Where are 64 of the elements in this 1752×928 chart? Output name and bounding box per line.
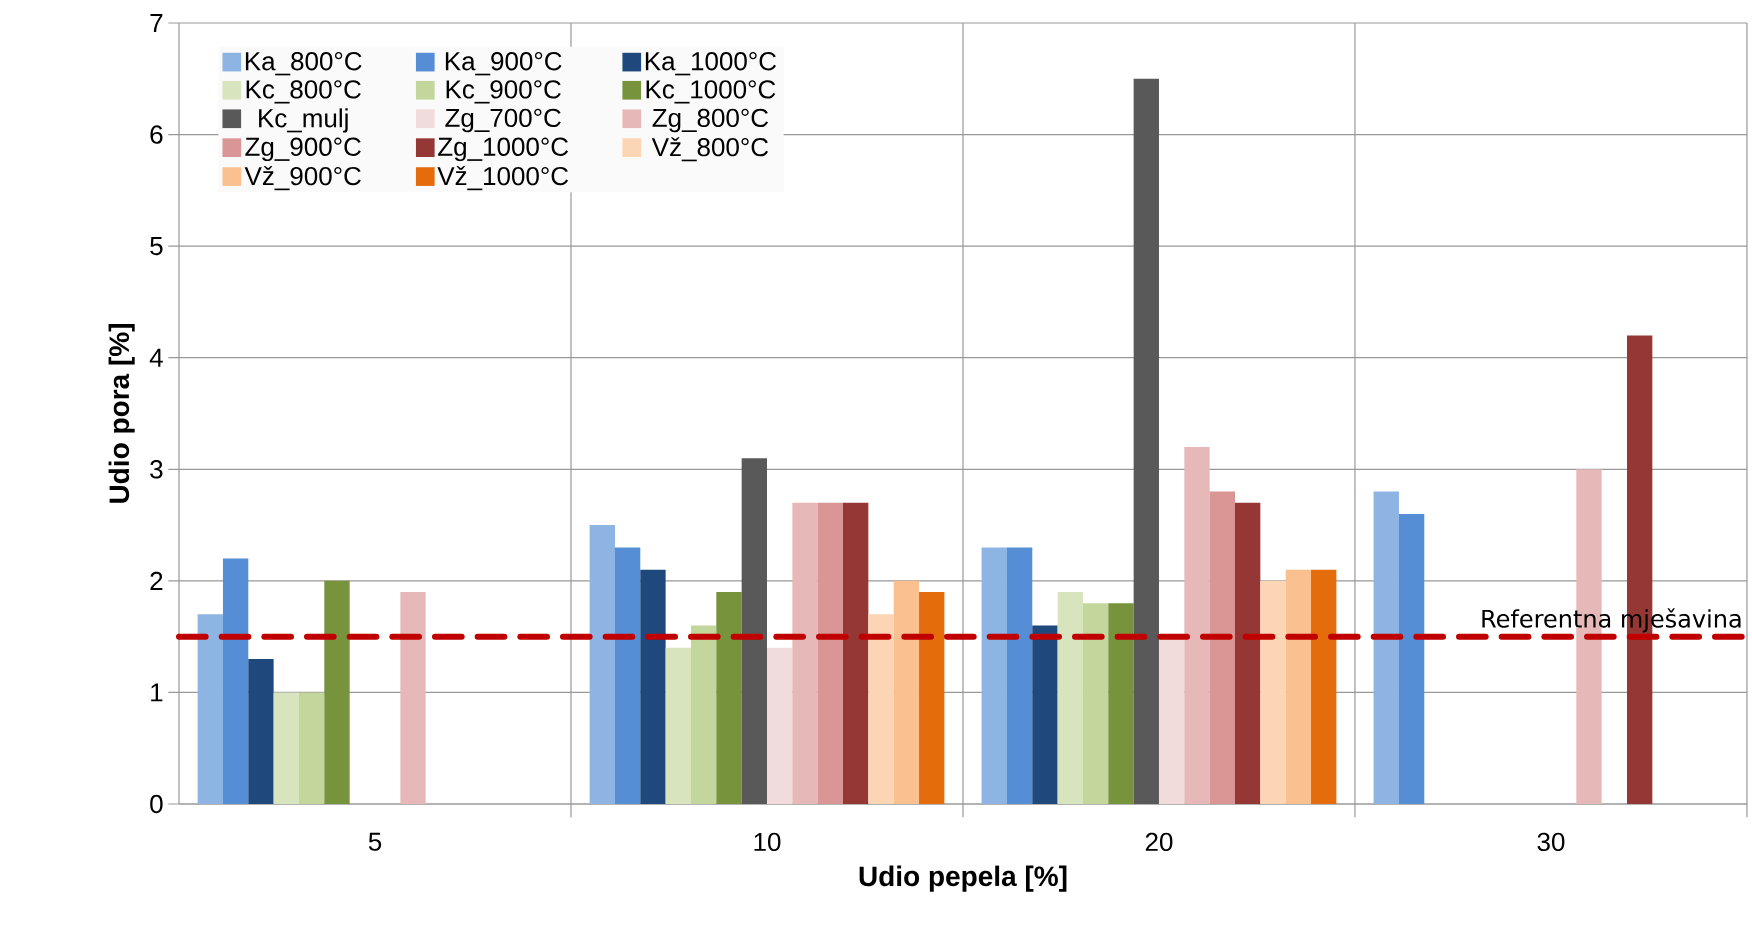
- bar: [248, 658, 274, 804]
- bar: [1209, 491, 1235, 804]
- legend-label: Vž_800°C: [651, 137, 769, 162]
- y-tick-label: 3: [150, 460, 163, 479]
- y-tick-label: 2: [150, 571, 163, 590]
- bar: [690, 625, 717, 804]
- bar: [817, 502, 844, 804]
- bar: [981, 547, 1007, 804]
- bar: [893, 580, 920, 804]
- x-tick-label: 30: [1537, 832, 1565, 852]
- bar: [273, 692, 299, 804]
- legend-label: Kc_1000°C: [646, 80, 776, 104]
- x-axis-title: Udio pepela [%]: [859, 865, 1067, 892]
- bar: [919, 592, 945, 804]
- bar: [1133, 78, 1159, 804]
- legend-label: Ka_1000°C: [645, 52, 777, 76]
- bar: [665, 647, 691, 804]
- legend-label: Kc_900°C: [446, 80, 561, 104]
- y-axis-title: Udio pora [%]: [108, 324, 135, 503]
- bar: [1285, 569, 1312, 804]
- bar: [868, 614, 894, 804]
- bar: [1373, 491, 1399, 804]
- bar: [843, 502, 869, 804]
- legend-label: Vž_1000°C: [437, 166, 569, 191]
- legend-label: Kc_mulj: [259, 108, 348, 133]
- bar: [589, 525, 615, 804]
- bar: [222, 558, 249, 804]
- bar: [324, 580, 350, 804]
- legend-label: Zg_1000°C: [438, 137, 569, 162]
- bar: [197, 614, 223, 804]
- y-tick-label: 5: [150, 237, 163, 256]
- bar: [1108, 603, 1134, 804]
- legend-label: Zg_900°C: [245, 137, 361, 162]
- bar: [1082, 603, 1109, 804]
- bar: [1311, 569, 1337, 804]
- y-tick-label: 4: [149, 348, 163, 367]
- y-tick-label: 1: [151, 683, 163, 702]
- legend-label: Vž_900°C: [244, 166, 361, 191]
- bar: [640, 569, 666, 804]
- bar: [1235, 502, 1261, 804]
- x-tick-label: 5: [368, 832, 382, 851]
- bar: [741, 458, 767, 804]
- bar: [792, 502, 818, 804]
- y-tick-label: 6: [150, 125, 163, 144]
- legend-label: Ka_900°C: [445, 52, 562, 76]
- bar: [1184, 446, 1210, 804]
- y-tick-label: 0: [150, 794, 163, 814]
- y-tick-label: 7: [150, 14, 163, 32]
- bar: [716, 592, 742, 804]
- bar: [1260, 580, 1286, 804]
- legend-label: Kc_800°C: [246, 80, 361, 104]
- legend-label: Zg_700°C: [445, 108, 561, 133]
- bar: [1032, 625, 1058, 804]
- bar: [1398, 513, 1425, 804]
- bar: [766, 647, 793, 804]
- bar: [400, 592, 426, 804]
- x-tick-label: 20: [1145, 832, 1173, 852]
- legend-label: Zg_800°C: [652, 108, 769, 133]
- bar: [298, 692, 325, 804]
- legend-label: Ka_800°C: [245, 52, 362, 76]
- bar: [1006, 547, 1033, 804]
- bar: [1057, 592, 1083, 804]
- bar: [614, 547, 641, 804]
- x-tick-label: 10: [754, 832, 781, 852]
